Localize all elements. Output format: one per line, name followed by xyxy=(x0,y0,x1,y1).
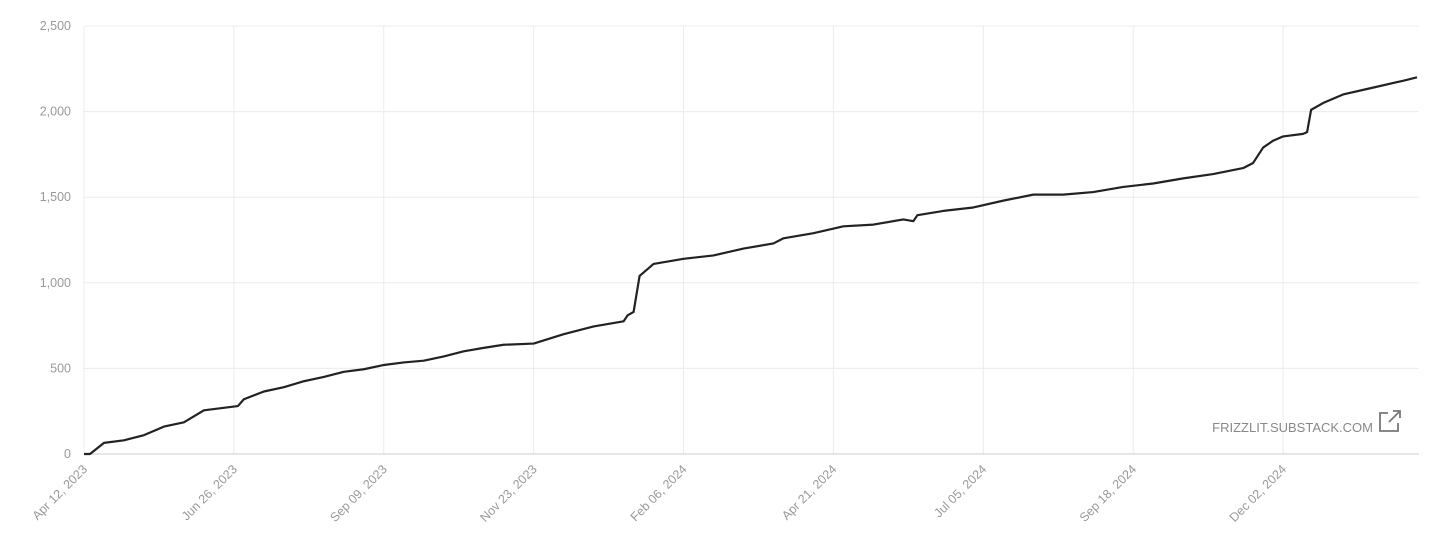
watermark: FRIZZLIT.SUBSTACK.COM xyxy=(1212,420,1373,435)
y-tick-label: 1,500 xyxy=(40,190,71,204)
x-tick-label: Feb 06, 2024 xyxy=(628,462,690,524)
x-tick-label: Sep 18, 2024 xyxy=(1077,462,1140,525)
y-tick-label: 0 xyxy=(64,447,71,461)
x-tick-label: Apr 21, 2024 xyxy=(779,462,840,523)
x-tick-label: Jul 05, 2024 xyxy=(931,462,989,520)
y-tick-label: 2,500 xyxy=(40,19,71,33)
x-tick-label: Dec 02, 2024 xyxy=(1227,462,1290,525)
y-tick-label: 2,000 xyxy=(40,105,71,119)
line xyxy=(84,76,1418,456)
x-tick-label: Nov 23, 2023 xyxy=(477,462,540,525)
y-tick-label: 1,000 xyxy=(40,276,71,290)
x-tick-label: Apr 12, 2023 xyxy=(30,462,91,523)
external-link-icon[interactable] xyxy=(1379,410,1401,432)
x-tick-label: Jun 26, 2023 xyxy=(179,462,240,523)
y-tick-label: 500 xyxy=(50,361,71,375)
x-tick-label: Sep 09, 2023 xyxy=(327,462,390,525)
